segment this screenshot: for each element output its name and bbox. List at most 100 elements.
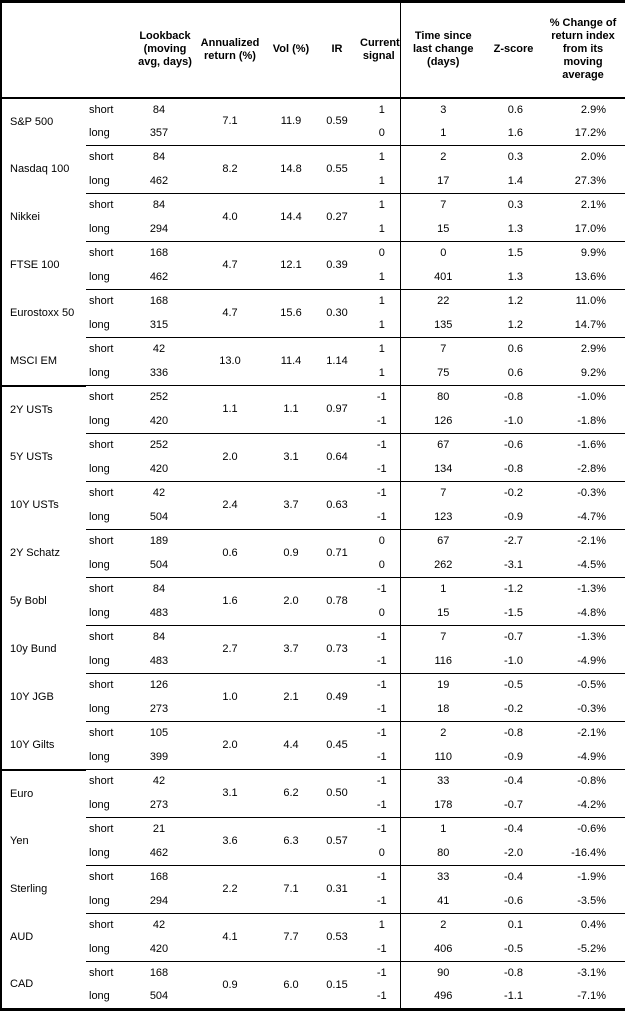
pct-change-value: -3.1% [541,961,625,986]
pct-change-value: -2.1% [541,721,625,746]
horizon-label: long [89,222,110,235]
pct-change-value: 2.9% [541,337,625,362]
annualized-return-value: 2.4 [194,481,266,530]
annualized-return-value: 4.1 [194,913,266,962]
z-score-value: -3.1 [504,558,523,571]
instrument-row-short: 10Y USTs short 42 2.4 3.7 0.63 -1 7 -0.2 -0.3% [1,481,625,530]
col-header-horizon [86,1,136,99]
current-signal-value: 1 [358,97,401,122]
lookback-value: 462 [149,174,169,187]
z-score-value: 1.4 [507,174,523,187]
horizon-label: short [86,337,136,362]
horizon-label: long [89,894,110,907]
lookback-value: 420 [149,462,169,475]
instrument-row-long: long 420 -1 126 -1.0 -1.8% [1,409,625,434]
lookback-value: 21 [136,817,194,842]
z-score-value: -1.2 [486,577,541,602]
current-signal-value: -1 [358,433,401,458]
lookback-value: 336 [149,366,169,379]
col-header-vol: Vol (%) [266,1,316,99]
current-signal-value: -1 [358,649,401,674]
ir-value: 0.53 [316,913,358,962]
pct-change-value: -4.9% [577,654,606,667]
col-header-instrument [1,1,86,99]
lookback-value: 126 [136,673,194,698]
lookback-value: 252 [136,433,194,458]
instrument-row-long: long 273 -1 178 -0.7 -4.2% [1,793,625,818]
z-score-value: -1.1 [504,990,523,1003]
annualized-return-value: 1.1 [194,385,266,434]
instrument-name: AUD [10,931,34,943]
instrument-name: 5Y USTs [10,451,53,463]
current-signal-value: -1 [358,481,401,506]
pct-change-value: -0.5% [541,673,625,698]
vol-value: 1.1 [266,385,316,434]
instrument-row-long: long 504 0 262 -3.1 -4.5% [1,553,625,578]
ir-value: 0.39 [316,241,358,290]
annualized-return-value: 2.2 [194,865,266,914]
pct-change-value: 0.4% [541,913,625,938]
annualized-return-value: 8.2 [194,145,266,194]
time-since-value: 15 [437,222,450,235]
horizon-label: short [86,625,136,650]
pct-change-value: -3.5% [577,894,606,907]
instrument-name: Nasdaq 100 [10,163,70,175]
lookback-value: 483 [149,606,169,619]
z-score-value: -0.7 [504,798,523,811]
annualized-return-value: 13.0 [194,337,266,386]
pct-change-value: -1.3% [541,577,625,602]
z-score-value: -0.7 [486,625,541,650]
instrument-row-long: long 462 1 401 1.3 13.6% [1,265,625,290]
lookback-value: 84 [136,97,194,122]
instrument-name: Nikkei [10,211,40,223]
pct-change-value: -1.6% [541,433,625,458]
time-since-value: 90 [400,961,486,986]
horizon-label: long [89,558,110,571]
vol-value: 2.0 [266,577,316,626]
horizon-label: long [89,702,110,715]
time-since-value: 7 [400,193,486,218]
instrument-row-short: AUD short 42 4.1 7.7 0.53 1 2 0.1 0.4% [1,913,625,962]
time-since-value: 1 [400,817,486,842]
pct-change-value: -2.1% [541,529,625,554]
instrument-row-short: FTSE 100 short 168 4.7 12.1 0.39 0 0 1.5 9.9% [1,241,625,290]
instrument-name: Sterling [10,883,48,895]
pct-change-value: -7.1% [577,990,606,1003]
annualized-return-value: 4.7 [194,241,266,290]
current-signal-value: 0 [358,601,401,626]
lookback-value: 84 [136,193,194,218]
time-since-value: 178 [434,798,453,811]
time-since-value: 3 [400,97,486,122]
time-since-value: 7 [400,625,486,650]
instrument-row-long: long 273 -1 18 -0.2 -0.3% [1,697,625,722]
time-since-value: 2 [400,913,486,938]
time-since-value: 41 [437,894,450,907]
time-since-value: 67 [400,529,486,554]
current-signal-value: 0 [358,121,401,146]
instrument-row-short: 10y Bund short 84 2.7 3.7 0.73 -1 7 -0.7 -1.3% [1,625,625,674]
time-since-value: 134 [434,462,453,475]
pct-change-value: 9.2% [580,366,606,379]
lookback-value: 84 [136,577,194,602]
z-score-value: -0.8 [486,385,541,410]
lookback-value: 399 [149,750,169,763]
horizon-label: short [86,289,136,314]
time-since-value: 15 [437,606,450,619]
current-signal-value: -1 [358,937,401,962]
instrument-name: 10y Bund [10,643,57,655]
time-since-value: 7 [400,337,486,362]
current-signal-value: -1 [358,985,401,1010]
z-score-value: -2.7 [486,529,541,554]
time-since-value: 19 [400,673,486,698]
lookback-value: 168 [136,865,194,890]
instrument-row-long: long 357 0 1 1.6 17.2% [1,121,625,146]
pct-change-value: -0.3% [577,702,606,715]
ir-value: 0.55 [316,145,358,194]
instrument-row-long: long 315 1 135 1.2 14.7% [1,313,625,338]
instrument-row-long: long 462 0 80 -2.0 -16.4% [1,841,625,866]
horizon-label: short [86,241,136,266]
horizon-label: long [89,654,110,667]
horizon-label: short [86,721,136,746]
